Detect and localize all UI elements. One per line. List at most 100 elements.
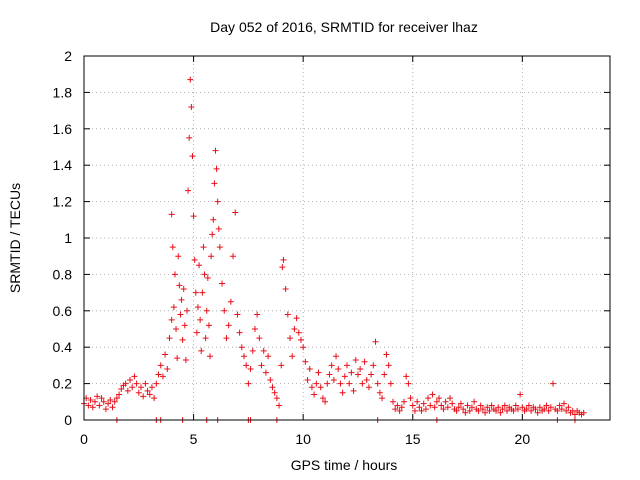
data-point (234, 311, 241, 318)
data-point (273, 395, 280, 402)
y-tick-label: 1.8 (53, 84, 73, 100)
data-point (140, 393, 147, 400)
data-point (486, 407, 493, 414)
data-point (365, 384, 372, 391)
data-point (164, 366, 171, 373)
data-point (236, 329, 243, 336)
data-point (495, 404, 502, 411)
data-point (431, 404, 438, 411)
data-point (517, 391, 524, 398)
data-point (558, 406, 565, 413)
data-point (523, 406, 530, 413)
data-point (501, 402, 508, 409)
data-point (197, 316, 204, 323)
data-point (453, 407, 460, 414)
data-point (256, 335, 263, 342)
data-point (300, 344, 307, 351)
data-point (335, 366, 342, 373)
data-point (127, 376, 134, 383)
data-point (514, 406, 521, 413)
data-point (319, 395, 326, 402)
data-point (488, 402, 495, 409)
data-point (394, 402, 401, 409)
data-point (135, 389, 142, 396)
data-point (182, 356, 189, 363)
data-point (372, 338, 379, 345)
data-point (383, 351, 390, 358)
data-point (122, 380, 129, 387)
y-tick-label: 1.4 (53, 157, 73, 173)
data-point (192, 289, 199, 296)
data-point (462, 409, 469, 416)
data-point (181, 322, 188, 329)
data-point (212, 147, 219, 154)
data-point (171, 271, 178, 278)
data-point (238, 344, 245, 351)
data-point (131, 373, 138, 380)
data-point (118, 386, 125, 393)
data-point (422, 406, 429, 413)
data-point (499, 406, 506, 413)
data-point (280, 256, 287, 263)
data-point (333, 353, 340, 360)
data-point (317, 384, 324, 391)
data-point (563, 407, 570, 414)
data-point (175, 253, 182, 260)
data-point (240, 353, 247, 360)
data-point (207, 353, 214, 360)
data-point (208, 253, 215, 260)
data-point (262, 369, 269, 376)
data-point (385, 362, 392, 369)
data-point (482, 409, 489, 416)
data-point (348, 369, 355, 376)
data-point (293, 315, 300, 322)
data-point (173, 326, 180, 332)
data-point (148, 384, 155, 391)
data-point (232, 209, 239, 216)
y-tick-label: 0.2 (53, 376, 73, 392)
data-point (339, 389, 346, 396)
data-point (260, 347, 267, 354)
data-point (466, 407, 473, 414)
data-point (100, 398, 107, 405)
data-point (376, 389, 383, 396)
data-point (519, 404, 526, 411)
data-point (313, 380, 320, 387)
data-point (328, 362, 335, 369)
data-point (179, 336, 186, 343)
data-point (193, 329, 200, 336)
data-point (455, 404, 462, 411)
data-point (177, 311, 184, 318)
data-point (199, 289, 206, 296)
data-point (392, 406, 399, 413)
data-point (282, 285, 289, 292)
data-point (304, 376, 311, 383)
data-point (209, 231, 216, 238)
y-tick-label: 0.6 (53, 303, 73, 319)
data-point (361, 358, 368, 365)
data-point (543, 402, 550, 409)
data-point (196, 262, 203, 269)
data-point (484, 404, 491, 411)
data-point (379, 395, 386, 402)
data-point (202, 335, 209, 342)
data-point (87, 396, 94, 403)
data-point (438, 402, 445, 409)
data-point (166, 335, 173, 342)
data-point (560, 400, 567, 407)
data-point (219, 280, 226, 287)
data-point (436, 395, 443, 402)
data-point (493, 407, 500, 414)
data-point (433, 398, 440, 405)
x-tick-label: 10 (295, 431, 311, 447)
data-point (442, 398, 449, 405)
data-point (464, 402, 471, 409)
data-point (102, 406, 109, 413)
data-point (532, 406, 539, 413)
data-point (113, 395, 120, 402)
data-point (471, 398, 478, 405)
data-point (405, 380, 412, 387)
x-tick-label: 15 (405, 431, 421, 447)
data-point (541, 406, 548, 413)
data-point (324, 380, 331, 387)
